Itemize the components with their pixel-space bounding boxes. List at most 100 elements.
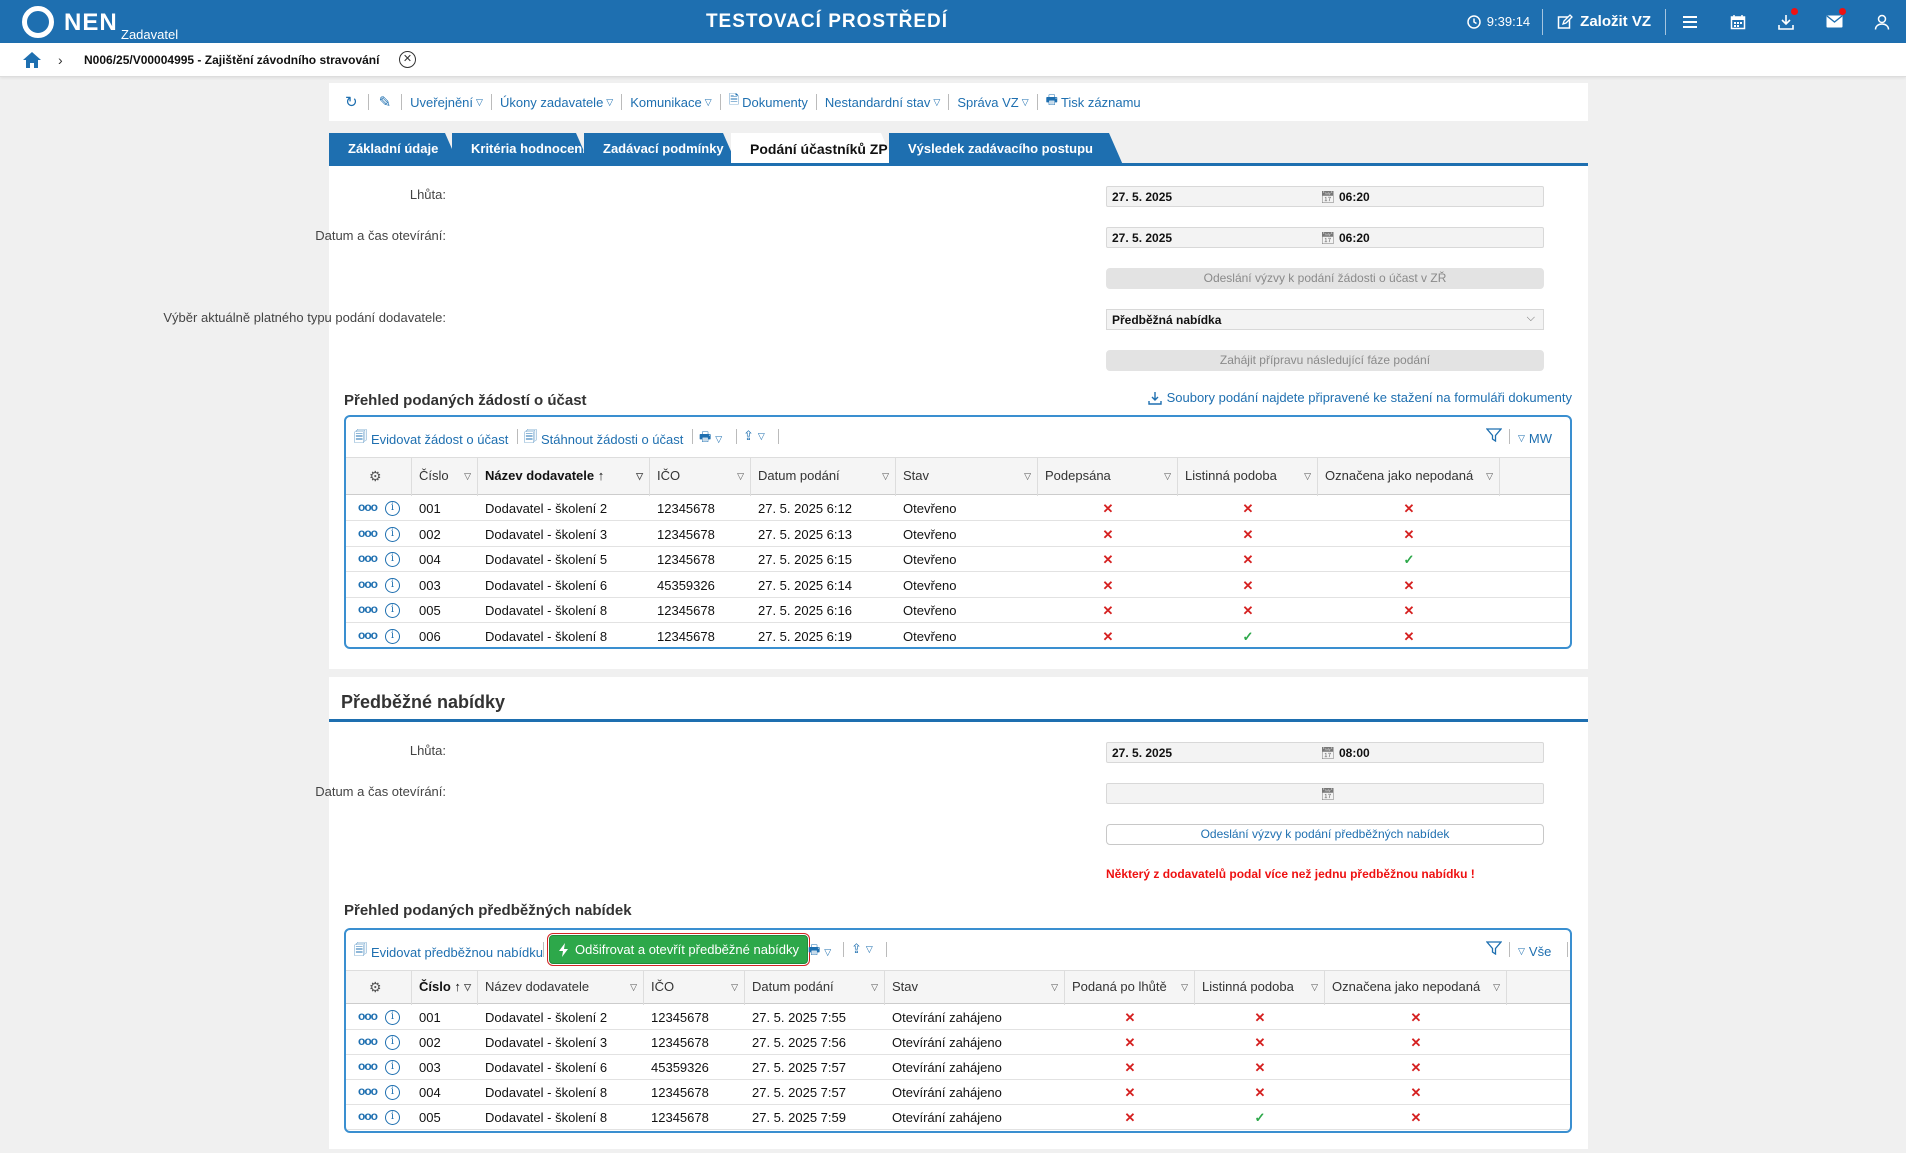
more-actions-icon[interactable]: ooo bbox=[358, 602, 378, 616]
more-actions-icon[interactable]: ooo bbox=[358, 551, 378, 565]
table-row[interactable]: ooo i 002 Dodavatel - školení 3 12345678 27. … bbox=[346, 1030, 1570, 1055]
info-icon[interactable]: i bbox=[385, 501, 400, 516]
refresh-icon[interactable]: ↻ bbox=[345, 94, 358, 111]
table-row[interactable]: ooo i 005 Dodavatel - školení 8 12345678 27. … bbox=[346, 598, 1570, 623]
submission-type-select[interactable]: Předběžná nabídka ⌵ bbox=[1106, 309, 1544, 330]
download-note-link[interactable]: Soubory podání najdete připravené ke sta… bbox=[1147, 390, 1572, 405]
col-ico[interactable]: IČO ▽ bbox=[644, 971, 745, 1005]
info-icon[interactable]: i bbox=[385, 1085, 400, 1100]
user-icon[interactable] bbox=[1858, 0, 1906, 43]
cell-listinna: ✕ bbox=[1254, 1035, 1266, 1050]
opening-field[interactable]: 27. 5. 2025 📅︎ 06:20 bbox=[1106, 227, 1544, 248]
filter-icon[interactable] bbox=[1486, 428, 1502, 442]
filter-icon[interactable] bbox=[1486, 941, 1502, 955]
col-stav[interactable]: Stav ▽ bbox=[885, 971, 1065, 1005]
menu-dokumenty[interactable]: 🗎 Dokumenty bbox=[725, 91, 812, 113]
close-icon[interactable]: ✕ bbox=[399, 51, 416, 68]
tab-zadavaci-podminky[interactable]: Zadávací podmínky bbox=[584, 133, 737, 165]
more-actions-icon[interactable]: ooo bbox=[358, 1084, 378, 1098]
register-offer-button[interactable]: 🗐 Evidovat předběžnou nabídku bbox=[354, 941, 543, 963]
printer-icon: 🖶 bbox=[1045, 92, 1058, 107]
info-icon[interactable]: i bbox=[385, 1110, 400, 1125]
col-nepodana[interactable]: Označena jako nepodaná ▽ bbox=[1318, 458, 1500, 496]
info-icon[interactable]: i bbox=[385, 526, 400, 542]
col-datum-podani[interactable]: Datum podání ▽ bbox=[745, 971, 885, 1005]
opening-field[interactable]: 📅︎ bbox=[1106, 783, 1544, 804]
menu-uverejneni[interactable]: Uveřejnění ▽ bbox=[410, 94, 483, 110]
col-ico[interactable]: IČO ▽ bbox=[650, 458, 751, 496]
deadline-field[interactable]: 27. 5. 2025 📅︎ 08:00 bbox=[1106, 742, 1544, 763]
col-podepsana[interactable]: Podepsána ▽ bbox=[1038, 458, 1178, 496]
col-nepodana[interactable]: Označena jako nepodaná ▽ bbox=[1325, 971, 1507, 1005]
tab-vysledek[interactable]: Výsledek zadávacího postupu bbox=[889, 133, 1123, 165]
more-actions-icon[interactable]: ooo bbox=[358, 1109, 378, 1123]
info-icon[interactable]: i bbox=[385, 628, 400, 644]
print-menu[interactable]: 🖶 ▽ bbox=[808, 941, 831, 963]
export-menu[interactable]: ⇪ ▽ bbox=[851, 941, 873, 956]
table-row[interactable]: ooo i 001 Dodavatel - školení 2 12345678 27. … bbox=[346, 496, 1570, 521]
more-actions-icon[interactable]: ooo bbox=[358, 627, 378, 642]
more-actions-icon[interactable]: ooo bbox=[358, 525, 378, 540]
export-menu[interactable]: ⇪ ▽ bbox=[743, 428, 765, 443]
table-row[interactable]: ooo i 003 Dodavatel - školení 6 45359326 27. … bbox=[346, 573, 1570, 598]
more-actions-icon[interactable]: ooo bbox=[358, 1034, 378, 1048]
register-request-button[interactable]: 🗐 Evidovat žádost o účast bbox=[354, 428, 508, 450]
col-stav[interactable]: Stav ▽ bbox=[896, 458, 1038, 496]
table-row[interactable]: ooo i 003 Dodavatel - školení 6 45359326 27. … bbox=[346, 1055, 1570, 1080]
table-row[interactable]: ooo i 004 Dodavatel - školení 5 12345678 27. … bbox=[346, 547, 1570, 572]
info-icon[interactable]: i bbox=[385, 577, 400, 593]
download-requests-button[interactable]: 🗐 Stáhnout žádosti o účast bbox=[524, 428, 683, 450]
more-actions-icon[interactable]: ooo bbox=[358, 576, 378, 591]
tab-podani-ucastniku[interactable]: Podání účastníků ZP bbox=[731, 133, 895, 165]
breadcrumb-current[interactable]: N006/25/V00004995 - Zajištění závodního … bbox=[84, 53, 380, 67]
next-phase-button[interactable]: Zahájit přípravu následující fáze podání bbox=[1106, 350, 1544, 371]
col-listinna-podoba[interactable]: Listinná podoba ▽ bbox=[1178, 458, 1318, 496]
col-podana-po-lhute[interactable]: Podaná po lhůtě ▽ bbox=[1065, 971, 1195, 1005]
info-icon[interactable]: i bbox=[385, 1035, 400, 1050]
decrypt-open-offers-button[interactable]: Odšifrovat a otevřít předběžné nabídky bbox=[546, 933, 811, 966]
pencil-icon[interactable]: ✎ bbox=[378, 94, 392, 111]
view-selector[interactable]: ▽ Vše bbox=[1518, 944, 1552, 959]
more-actions-icon[interactable]: ooo bbox=[358, 1059, 378, 1073]
create-vz-button[interactable]: Založit VZ bbox=[1543, 13, 1665, 30]
print-menu[interactable]: 🖶 ▽ bbox=[699, 428, 722, 450]
menu-icon[interactable] bbox=[1666, 0, 1714, 43]
col-nazev-dodavatele[interactable]: Název dodavatele ▽ bbox=[478, 971, 644, 1005]
col-cislo[interactable]: Číslo ▽ bbox=[412, 458, 478, 496]
more-actions-icon[interactable]: ooo bbox=[358, 1009, 378, 1023]
menu-komunikace[interactable]: Komunikace ▽ bbox=[630, 94, 712, 110]
col-nazev-dodavatele[interactable]: Název dodavatele ↑ ▽ bbox=[478, 458, 650, 496]
mail-icon[interactable] bbox=[1810, 0, 1858, 43]
col-listinna-podoba[interactable]: Listinná podoba ▽ bbox=[1195, 971, 1325, 1005]
send-request-button[interactable]: Odeslání výzvy k podání žádosti o účast … bbox=[1106, 268, 1544, 289]
download-icon[interactable] bbox=[1762, 0, 1810, 43]
column-settings-icon[interactable]: ⚙︎ bbox=[346, 458, 412, 496]
column-settings-icon[interactable]: ⚙︎ bbox=[346, 971, 412, 1005]
table-row[interactable]: ooo i 001 Dodavatel - školení 2 12345678 27. … bbox=[346, 1005, 1570, 1030]
col-cislo[interactable]: Číslo ↑ ▽ bbox=[412, 971, 478, 1005]
tab-zakladni-udaje[interactable]: Základní údaje bbox=[329, 133, 459, 165]
view-selector[interactable]: ▽ MW bbox=[1518, 431, 1553, 446]
table-row[interactable]: ooo i 002 Dodavatel - školení 3 12345678 27. … bbox=[346, 522, 1570, 547]
menu-nestandardni-stav[interactable]: Nestandardní stav ▽ bbox=[824, 94, 941, 110]
table-row[interactable]: ooo i 005 Dodavatel - školení 8 12345678 27. … bbox=[346, 1105, 1570, 1130]
menu-ukony-zadavatele[interactable]: Úkony zadavatele ▽ bbox=[499, 94, 614, 110]
send-preliminary-request-button[interactable]: Odeslání výzvy k podání předběžných nabí… bbox=[1106, 824, 1544, 845]
cell-listinna: ✕ bbox=[1242, 577, 1254, 593]
menu-sprava-vz[interactable]: Správa VZ ▽ bbox=[957, 94, 1029, 110]
home-icon[interactable] bbox=[22, 51, 42, 69]
edit-icon bbox=[1557, 13, 1574, 29]
deadline-field[interactable]: 27. 5. 2025 📅︎ 06:20 bbox=[1106, 186, 1544, 207]
cell-listinna: ✓ bbox=[1242, 628, 1254, 644]
more-actions-icon[interactable]: ooo bbox=[358, 500, 378, 514]
info-icon[interactable]: i bbox=[385, 1060, 400, 1075]
menu-tisk-zaznamu[interactable]: 🖶 Tisk záznamu bbox=[1042, 91, 1145, 113]
table-row[interactable]: ooo i 004 Dodavatel - školení 8 12345678 27. … bbox=[346, 1080, 1570, 1105]
tab-kriteria-hodnoceni[interactable]: Kritéria hodnocení bbox=[452, 133, 590, 165]
info-icon[interactable]: i bbox=[385, 552, 400, 567]
info-icon[interactable]: i bbox=[385, 1010, 400, 1025]
table-row[interactable]: ooo i 006 Dodavatel - školení 8 12345678 27. … bbox=[346, 624, 1570, 648]
col-datum-podani[interactable]: Datum podání ▽ bbox=[751, 458, 896, 496]
info-icon[interactable]: i bbox=[385, 603, 400, 618]
calendar-icon[interactable] bbox=[1714, 0, 1762, 43]
